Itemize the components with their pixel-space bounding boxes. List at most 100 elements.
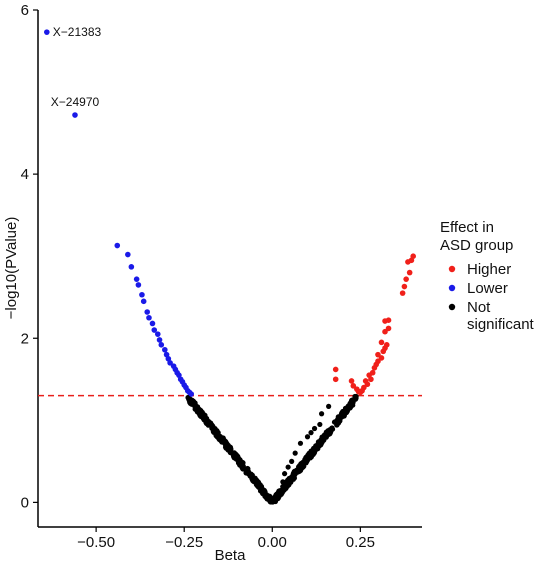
data-point-lower bbox=[135, 282, 142, 288]
data-point-not-significant bbox=[267, 499, 273, 505]
x-tick-label: 0.00 bbox=[258, 534, 287, 551]
data-point-not-significant bbox=[318, 411, 325, 417]
data-point-lower bbox=[128, 264, 135, 270]
data-point-not-significant bbox=[344, 404, 351, 410]
data-point-not-significant bbox=[237, 457, 243, 463]
data-point-not-significant bbox=[289, 458, 295, 464]
data-point-not-significant bbox=[216, 433, 223, 439]
data-point-lower bbox=[162, 346, 168, 353]
data-point-not-significant bbox=[226, 446, 232, 452]
data-point-lower bbox=[151, 327, 158, 333]
data-point-not-significant bbox=[297, 440, 304, 446]
data-point-not-significant bbox=[304, 434, 311, 440]
data-point-lower bbox=[44, 29, 50, 35]
data-point-lower bbox=[167, 360, 173, 366]
x-tick-label: −0.25 bbox=[165, 534, 203, 551]
data-point-not-significant bbox=[282, 471, 288, 477]
data-point-not-significant bbox=[262, 493, 268, 499]
axes bbox=[37, 10, 422, 528]
data-point-not-significant bbox=[331, 419, 338, 425]
data-point-not-significant bbox=[239, 465, 245, 471]
data-point-higher bbox=[371, 364, 378, 371]
y-tick-label: 2 bbox=[21, 330, 29, 347]
data-point-higher bbox=[375, 351, 381, 358]
data-point-not-significant bbox=[192, 406, 198, 412]
series-not-significant bbox=[185, 393, 359, 505]
data-point-higher bbox=[382, 328, 388, 335]
y-tick-label: 6 bbox=[21, 2, 29, 19]
data-point-not-significant bbox=[292, 450, 298, 456]
data-point-lower bbox=[72, 112, 78, 118]
data-point-not-significant bbox=[316, 443, 322, 449]
data-point-not-significant bbox=[353, 393, 359, 400]
point-annotations: X−21383 X−24970 bbox=[51, 25, 102, 109]
data-point-not-significant bbox=[275, 491, 281, 497]
data-point-not-significant bbox=[307, 452, 313, 458]
data-point-not-significant bbox=[211, 426, 217, 432]
legend-entry-label: significant bbox=[467, 316, 535, 333]
data-point-higher bbox=[380, 348, 387, 355]
data-point-not-significant bbox=[206, 420, 212, 426]
legend-entry-label: Not bbox=[467, 299, 491, 316]
data-point-higher bbox=[332, 366, 339, 373]
data-point-not-significant bbox=[308, 430, 314, 436]
data-point-higher bbox=[405, 259, 411, 265]
data-point-not-significant bbox=[247, 473, 253, 479]
data-point-not-significant bbox=[280, 479, 286, 485]
data-point-lower bbox=[188, 391, 195, 397]
data-point-not-significant bbox=[198, 408, 204, 414]
data-point-higher bbox=[348, 378, 355, 384]
data-point-higher bbox=[368, 376, 374, 383]
data-point-higher bbox=[364, 381, 371, 388]
point-annotation-label: X−24970 bbox=[51, 95, 100, 109]
data-point-higher bbox=[378, 339, 385, 346]
data-point-higher bbox=[355, 388, 362, 395]
y-tick-label: 0 bbox=[21, 494, 29, 511]
data-point-higher bbox=[403, 276, 409, 282]
data-point-not-significant bbox=[288, 479, 294, 485]
data-point-lower bbox=[149, 320, 156, 327]
data-point-not-significant bbox=[338, 412, 344, 418]
data-point-higher bbox=[399, 290, 406, 296]
data-point-higher bbox=[332, 376, 339, 383]
data-point-not-significant bbox=[320, 437, 326, 443]
series-higher bbox=[332, 253, 416, 396]
data-point-not-significant bbox=[312, 447, 318, 453]
x-tick-label: −0.50 bbox=[77, 534, 115, 551]
data-point-not-significant bbox=[325, 430, 332, 436]
y-axis-ticks: 0 2 4 6 bbox=[21, 2, 38, 511]
data-point-not-significant bbox=[256, 481, 262, 487]
legend-key-dot bbox=[448, 303, 456, 311]
data-point-not-significant bbox=[230, 450, 236, 457]
data-point-higher bbox=[350, 383, 357, 389]
legend-key-dot bbox=[448, 284, 456, 292]
y-tick-label: 4 bbox=[21, 166, 29, 183]
data-point-lower bbox=[139, 291, 145, 298]
legend-entry-label: Higher bbox=[467, 261, 511, 278]
data-point-lower bbox=[156, 337, 163, 343]
data-point-higher bbox=[401, 283, 408, 290]
data-point-not-significant bbox=[271, 495, 277, 502]
data-point-lower bbox=[154, 331, 161, 337]
data-point-not-significant bbox=[285, 464, 291, 470]
data-point-not-significant bbox=[245, 469, 252, 475]
data-point-higher bbox=[382, 318, 388, 324]
x-axis-title: Beta bbox=[215, 547, 247, 564]
data-point-lower bbox=[146, 314, 152, 321]
data-point-lower bbox=[140, 298, 147, 305]
legend-key-dot bbox=[448, 265, 456, 273]
data-point-not-significant bbox=[317, 421, 323, 428]
data-point-not-significant bbox=[290, 472, 296, 478]
y-axis-title: −log10(PValue) bbox=[3, 217, 20, 320]
data-point-not-significant bbox=[280, 484, 286, 490]
data-point-not-significant bbox=[298, 465, 304, 471]
data-point-not-significant bbox=[311, 425, 318, 432]
data-point-lower bbox=[133, 276, 140, 282]
legend-title: Effect in bbox=[440, 219, 494, 236]
data-point-higher bbox=[385, 325, 392, 332]
data-point-lower bbox=[144, 309, 151, 315]
data-point-higher bbox=[378, 355, 385, 361]
data-point-lower bbox=[125, 251, 131, 258]
